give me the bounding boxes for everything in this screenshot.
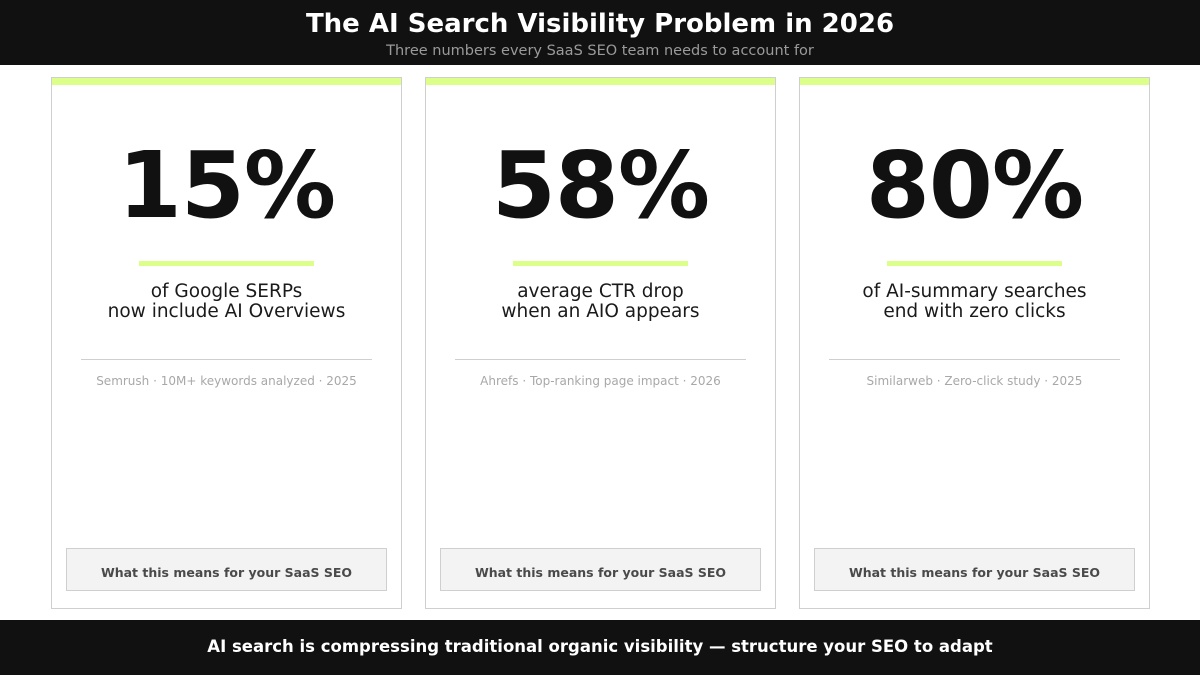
footer-message: AI search is compressing traditional org… bbox=[207, 637, 993, 656]
header-bar: The AI Search Visibility Problem in 2026… bbox=[0, 0, 1200, 65]
stat-underline bbox=[139, 261, 314, 266]
what-this-means-button[interactable]: What this means for your SaaS SEO bbox=[814, 548, 1135, 591]
stat-description: of AI-summary searches end with zero cli… bbox=[800, 282, 1149, 322]
stat-description-line-1: average CTR drop bbox=[517, 281, 684, 302]
what-this-means-button[interactable]: What this means for your SaaS SEO bbox=[440, 548, 761, 591]
page-subtitle: Three numbers every SaaS SEO team needs … bbox=[386, 43, 814, 59]
stat-description: average CTR drop when an AIO appears bbox=[426, 282, 775, 322]
card-divider bbox=[455, 359, 746, 360]
footer-bar: AI search is compressing traditional org… bbox=[0, 620, 1200, 675]
stat-description: of Google SERPs now include AI Overviews bbox=[52, 282, 401, 322]
stat-description-line-2: now include AI Overviews bbox=[107, 301, 346, 322]
card-divider bbox=[829, 359, 1120, 360]
card-accent-bar bbox=[426, 78, 775, 85]
stat-value: 58% bbox=[491, 132, 710, 239]
stat-value: 15% bbox=[117, 132, 336, 239]
stat-card-zero-click: 80% of AI-summary searches end with zero… bbox=[799, 77, 1150, 609]
stat-source: Similarweb · Zero-click study · 2025 bbox=[866, 374, 1083, 388]
stat-underline bbox=[513, 261, 688, 266]
stat-description-line-2: when an AIO appears bbox=[501, 301, 700, 322]
stat-description-line-2: end with zero clicks bbox=[883, 301, 1066, 322]
card-divider bbox=[81, 359, 372, 360]
stat-value: 80% bbox=[865, 132, 1084, 239]
stat-source: Ahrefs · Top-ranking page impact · 2026 bbox=[480, 374, 721, 388]
stat-source: Semrush · 10M+ keywords analyzed · 2025 bbox=[96, 374, 357, 388]
stat-card-ctr: 58% average CTR drop when an AIO appears… bbox=[425, 77, 776, 609]
page-title: The AI Search Visibility Problem in 2026 bbox=[305, 9, 895, 39]
stat-description-line-1: of AI-summary searches bbox=[862, 281, 1087, 302]
stat-description-line-1: of Google SERPs bbox=[150, 281, 303, 302]
card-accent-bar bbox=[800, 78, 1149, 85]
card-accent-bar bbox=[52, 78, 401, 85]
stat-card-serps: 15% of Google SERPs now include AI Overv… bbox=[51, 77, 402, 609]
what-this-means-button[interactable]: What this means for your SaaS SEO bbox=[66, 548, 387, 591]
stat-underline bbox=[887, 261, 1062, 266]
